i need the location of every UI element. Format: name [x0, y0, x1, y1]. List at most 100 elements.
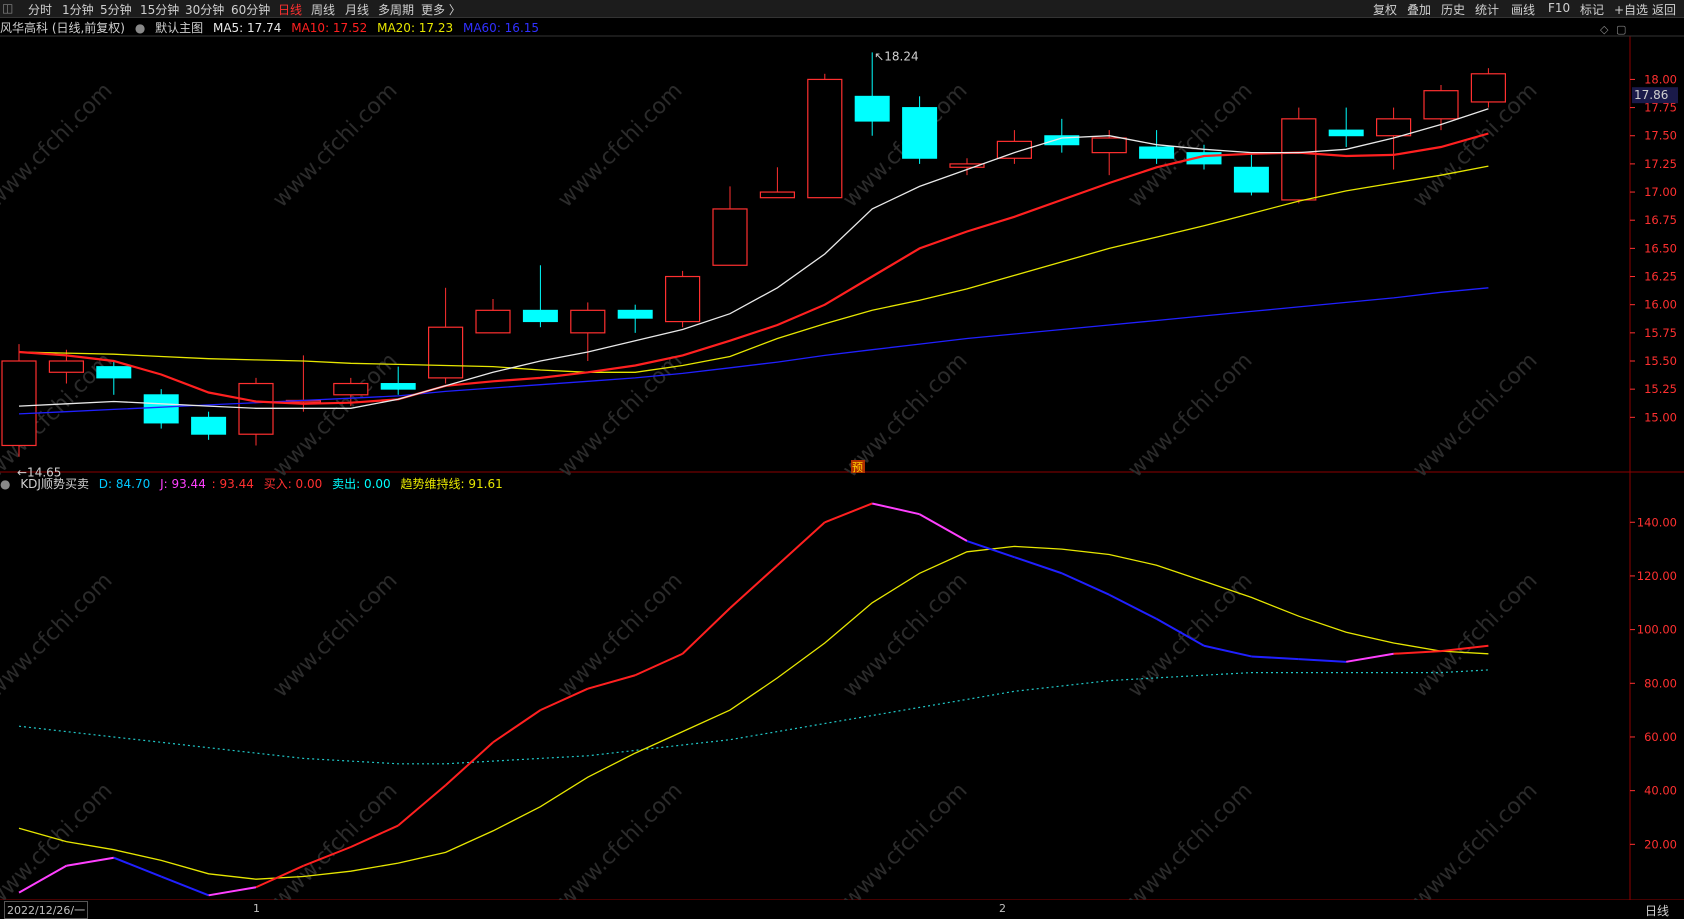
price-tick-label-5: 16.25 — [1644, 270, 1677, 284]
month-mark-2: 2 — [999, 902, 1006, 915]
chart-name[interactable]: 默认主图 — [155, 21, 204, 35]
kdj-j-seg-15 — [729, 564, 779, 609]
candle-body-13 — [617, 309, 653, 319]
watermark-14: www.cfchi.com — [553, 568, 687, 702]
period-tab-6[interactable]: 日线 — [278, 3, 303, 17]
watermark-11: www.cfchi.com — [1408, 348, 1542, 482]
period-tab-4[interactable]: 30分钟 — [185, 3, 225, 17]
kdj-tick-label-6: 140.00 — [1637, 515, 1677, 529]
kdj-buy-label: 买入: 0.00 — [263, 477, 323, 491]
ma5-label: MA5: 17.74 — [212, 21, 282, 35]
window-icon: ▢ — [1616, 23, 1626, 36]
kdj-j-seg-4 — [208, 886, 257, 897]
period-tab-7[interactable]: 周线 — [311, 3, 336, 17]
ma20-label: MA20: 17.23 — [377, 21, 454, 35]
kdj-j-seg-13 — [634, 652, 684, 677]
kdj-j-seg-29 — [1393, 650, 1442, 655]
kdj-j-seg-17 — [824, 502, 873, 524]
toolbar-button-5[interactable]: F10 — [1548, 1, 1571, 15]
kdj-d-line — [18, 545, 1489, 880]
toolbar-button-0[interactable]: 复权 — [1373, 3, 1398, 17]
period-tab-3[interactable]: 15分钟 — [140, 3, 180, 17]
ma60-label: MA60: 16.15 — [462, 21, 540, 35]
low-price-label: ←14.65 — [17, 466, 61, 480]
kdj-j-seg-21 — [1014, 556, 1063, 575]
main-chart-info: 风华高科 (日线,前复权) ● 默认主图 MA5: 17.74 MA10: 17… — [0, 19, 1620, 37]
candle-body-14 — [664, 275, 701, 323]
price-tick-label-6: 16.50 — [1644, 241, 1677, 255]
kdj-j-seg-22 — [1061, 572, 1110, 596]
kdj-j-seg-18 — [871, 502, 920, 516]
watermark-16: www.cfchi.com — [1123, 568, 1257, 702]
candle-body-18 — [854, 95, 890, 122]
kdj-j-seg-19 — [919, 513, 968, 542]
candle-body-20 — [949, 163, 985, 168]
kdj-j-seg-0 — [18, 864, 67, 894]
period-tab-10[interactable]: 更多 〉 — [421, 3, 461, 17]
candle-body-28 — [1328, 129, 1364, 137]
period-tab-9[interactable]: 多周期 — [378, 3, 415, 17]
candle-body-17 — [807, 78, 843, 199]
price-tick-label-4: 16.00 — [1644, 298, 1677, 312]
kdj-tick-label-4: 100.00 — [1637, 623, 1677, 637]
period-tab-1[interactable]: 1分钟 — [62, 3, 94, 17]
toolbar-button-6[interactable]: 标记 — [1580, 3, 1605, 17]
toolbar-button-2[interactable]: 历史 — [1441, 3, 1466, 17]
price-tag-bg — [1632, 87, 1678, 104]
price-tick-label-2: 15.50 — [1644, 354, 1677, 368]
price-tick-label-10: 17.50 — [1644, 129, 1677, 143]
kdj-j-seg-28 — [1346, 652, 1394, 663]
kdj-j-seg-1 — [66, 856, 114, 867]
date-axis: 2022/12/26/一 1 2 日线 — [0, 900, 1684, 919]
kdj-tick-label-3: 80.00 — [1644, 676, 1677, 690]
collapse-icon[interactable]: ◫ — [2, 1, 14, 15]
watermark-13: www.cfchi.com — [268, 568, 402, 702]
toolbar-button-3[interactable]: 统计 — [1475, 3, 1500, 17]
price-tick-label-12: 18.00 — [1644, 72, 1677, 86]
kdj-sell-label: 卖出: 0.00 — [332, 477, 391, 491]
kdj-j-seg-6 — [303, 846, 352, 867]
period-label[interactable]: 日线 — [1645, 904, 1670, 918]
price-tag: 17.86 — [1634, 88, 1668, 102]
toolbar-button-4[interactable]: 画线 — [1511, 3, 1536, 17]
ma10-label: MA10: 17.52 — [291, 21, 368, 35]
period-tab-8[interactable]: 月线 — [345, 3, 370, 17]
kdj-j-seg-5 — [255, 864, 304, 889]
high-price-label: ↖18.24 — [874, 49, 918, 63]
period-tab-5[interactable]: 60分钟 — [231, 3, 271, 17]
kdj-name[interactable]: KDJ顺势买卖 — [20, 477, 89, 491]
watermark-19: www.cfchi.com — [268, 778, 402, 912]
ma20-line — [18, 165, 1489, 373]
candle-body-23 — [1091, 137, 1127, 154]
start-date: 2022/12/26/一 — [4, 901, 89, 919]
stock-name[interactable]: 风华高科 (日线,前复权) — [0, 21, 125, 35]
candle-body-27 — [1281, 118, 1317, 201]
candle-body-19 — [902, 107, 938, 159]
ma5-line — [18, 108, 1489, 409]
watermark-20: www.cfchi.com — [553, 778, 687, 912]
kdj-tick-label-0: 20.00 — [1644, 837, 1677, 851]
diamond-icon: ◇ — [1600, 23, 1609, 36]
toolbar: ◫ 分时 1分钟 5分钟 15分钟 30分钟 60分钟 日线 周线 月线 多周期 更多 〉 复权 叠加 历史… — [0, 0, 1684, 18]
toolbar-button-7[interactable]: +自选 — [1614, 3, 1649, 17]
chart-settings-icon[interactable]: ● — [134, 21, 146, 35]
period-tab-0[interactable]: 分时 — [28, 3, 53, 17]
kdj-tick-label-2: 60.00 — [1644, 730, 1677, 744]
candle-body-1 — [48, 360, 85, 373]
toolbar-button-8[interactable]: 返回 — [1652, 3, 1677, 17]
kdj-j-seg-12 — [587, 674, 636, 690]
toolbar-button-1[interactable]: 叠加 — [1407, 3, 1432, 17]
kdj-j-seg-27 — [1298, 658, 1347, 663]
price-tick-label-0: 15.00 — [1644, 410, 1677, 424]
watermark-17: www.cfchi.com — [1408, 568, 1542, 702]
watermark-23: www.cfchi.com — [1408, 778, 1542, 912]
period-tab-2[interactable]: 5分钟 — [100, 3, 132, 17]
candle-body-16 — [759, 191, 796, 199]
kdj-j-seg-23 — [1108, 593, 1158, 620]
indicator-settings-icon[interactable]: ● — [0, 477, 11, 491]
kdj-j-seg-10 — [492, 709, 541, 744]
price-tick-label-9: 17.25 — [1644, 157, 1677, 171]
kdj-j-seg-9 — [444, 741, 494, 787]
candle-body-12 — [570, 309, 606, 334]
